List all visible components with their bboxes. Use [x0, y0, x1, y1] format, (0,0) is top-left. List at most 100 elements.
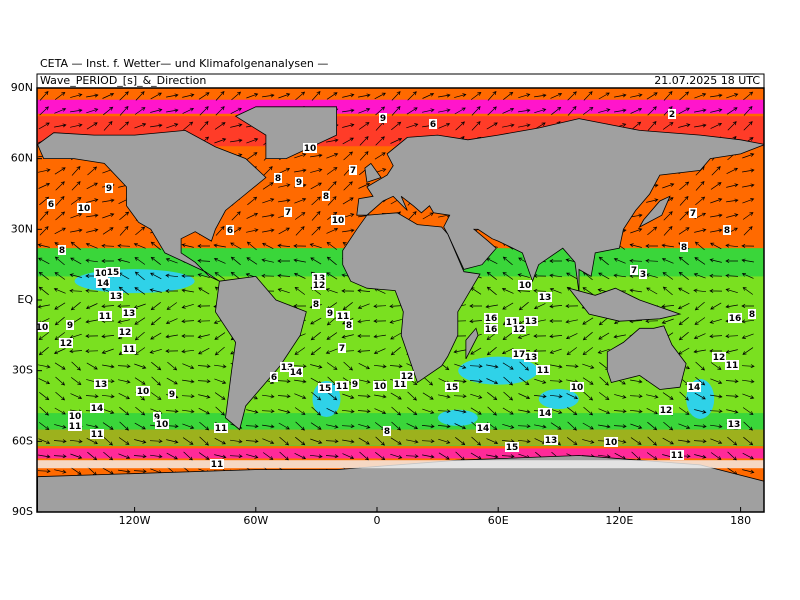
- label-bg: [312, 280, 326, 290]
- label-bg: [536, 365, 550, 375]
- label-bg: [639, 269, 647, 279]
- period-label: 10: [332, 216, 345, 226]
- period-label: 11: [394, 380, 407, 390]
- label-bg: [687, 382, 701, 392]
- label-bg: [538, 292, 552, 302]
- ocean-short-period: [437, 409, 478, 426]
- land: [342, 212, 481, 384]
- period-label: 9: [106, 184, 112, 194]
- period-label: 13: [110, 292, 123, 302]
- land: [364, 162, 382, 183]
- label-bg: [226, 225, 234, 235]
- label-bg: [680, 242, 688, 252]
- label-bg: [723, 225, 731, 235]
- period-label: 10: [69, 412, 82, 422]
- label-bg: [335, 381, 349, 391]
- ice-shelf: [37, 460, 764, 469]
- label-bg: [90, 429, 104, 439]
- label-bg: [570, 382, 584, 392]
- lon-label: 60E: [488, 514, 509, 527]
- period-label: 13: [313, 274, 326, 284]
- sea-ice-edge: [37, 99, 764, 114]
- land: [638, 195, 671, 228]
- period-label: 14: [688, 383, 701, 393]
- period-label: 2: [669, 110, 675, 120]
- period-label: 6: [271, 373, 277, 383]
- period-label: 13: [545, 436, 558, 446]
- period-label: 9: [327, 309, 333, 319]
- label-bg: [94, 268, 108, 278]
- period-label: 9: [67, 321, 73, 331]
- label-bg: [670, 450, 684, 460]
- period-label: 14: [539, 409, 552, 419]
- period-label: 15: [319, 384, 332, 394]
- land: [606, 325, 687, 390]
- sea-ice-edge: [37, 448, 764, 459]
- period-label: 12: [60, 339, 73, 349]
- period-label: 8: [346, 321, 352, 331]
- label-bg: [295, 177, 303, 187]
- label-bg: [604, 437, 618, 447]
- period-label: 12: [401, 372, 414, 382]
- period-label: 9: [352, 380, 358, 390]
- label-bg: [270, 372, 278, 382]
- period-label: 10: [374, 382, 387, 392]
- label-bg: [505, 442, 519, 452]
- period-label: 14: [477, 424, 490, 434]
- period-label: 8: [749, 310, 755, 320]
- period-label: 7: [285, 208, 291, 218]
- label-bg: [98, 311, 112, 321]
- label-bg: [284, 207, 292, 217]
- label-bg: [712, 352, 726, 362]
- ocean-band: [37, 429, 764, 446]
- period-label: 8: [323, 192, 329, 202]
- label-bg: [37, 322, 49, 332]
- period-label: 7: [690, 209, 696, 219]
- period-label: 13: [281, 363, 294, 373]
- label-bg: [210, 459, 224, 469]
- label-bg: [118, 327, 132, 337]
- lat-label: 60S: [12, 434, 33, 447]
- label-bg: [58, 245, 66, 255]
- label-bg: [122, 308, 136, 318]
- period-label: 11: [99, 312, 112, 322]
- label-bg: [312, 273, 326, 283]
- lat-label: 90S: [12, 505, 33, 518]
- period-label: 8: [384, 427, 390, 437]
- land: [567, 287, 682, 322]
- period-label: 11: [337, 312, 350, 322]
- label-bg: [748, 309, 756, 319]
- period-label: 7: [631, 266, 637, 276]
- period-label: 16: [729, 314, 742, 324]
- label-bg: [77, 203, 91, 213]
- label-bg: [538, 408, 552, 418]
- period-label: 7: [339, 344, 345, 354]
- period-label: 15: [506, 443, 519, 453]
- label-bg: [96, 278, 110, 288]
- period-label: 13: [728, 420, 741, 430]
- period-label: 10: [519, 281, 532, 291]
- label-bg: [312, 299, 320, 309]
- label-bg: [373, 381, 387, 391]
- period-label: 11: [726, 361, 739, 371]
- period-label: 6: [48, 200, 54, 210]
- period-label: 11: [91, 430, 104, 440]
- period-label: 12: [713, 353, 726, 363]
- label-bg: [68, 421, 82, 431]
- label-bg: [289, 367, 303, 377]
- label-bg: [524, 316, 538, 326]
- period-label: 10: [304, 144, 317, 154]
- lat-label: 30S: [12, 364, 33, 377]
- label-bg: [303, 143, 317, 153]
- lon-label: 120W: [119, 514, 151, 527]
- lon-label: 120E: [605, 514, 633, 527]
- period-label: 11: [211, 460, 224, 470]
- label-bg: [383, 426, 391, 436]
- label-bg: [429, 119, 437, 129]
- period-label: 3: [640, 270, 646, 280]
- period-label: 6: [430, 120, 436, 130]
- label-bg: [512, 349, 526, 359]
- period-label: 9: [154, 413, 160, 423]
